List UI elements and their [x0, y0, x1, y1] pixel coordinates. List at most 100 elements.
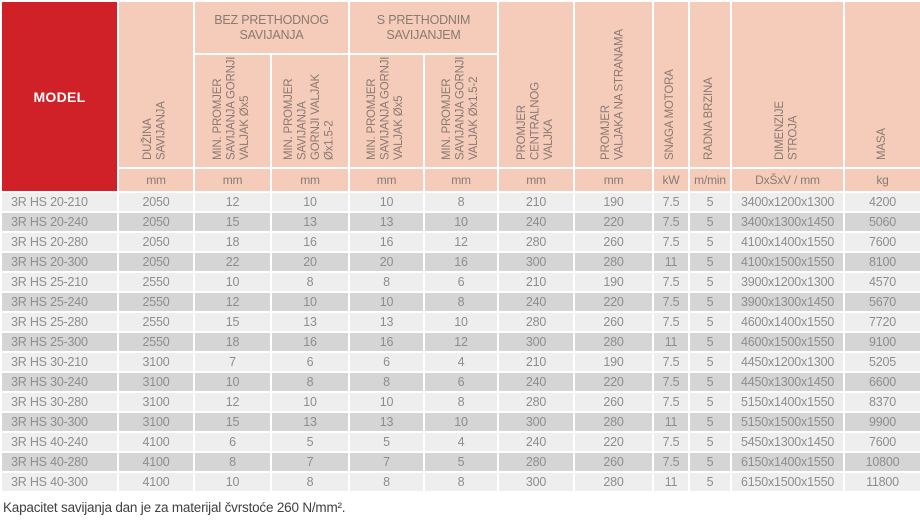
value-cell: 5: [688, 231, 733, 253]
value-cell: 15: [193, 211, 272, 233]
unit-cell: mm: [117, 167, 195, 193]
value-cell: 10: [348, 291, 426, 313]
value-cell: 10800: [843, 451, 920, 473]
value-cell: 6600: [843, 371, 920, 393]
model-cell: 3R HS 30-280: [0, 391, 119, 413]
value-cell: 4100: [117, 431, 195, 453]
table-row: 3R HS 20-210 2050 12 10 10 8 210 190 7.5…: [0, 191, 920, 213]
value-cell: 280: [497, 311, 576, 333]
column-header-masa: MASA: [843, 0, 920, 169]
value-cell: 8: [423, 291, 500, 313]
value-cell: 16: [348, 331, 426, 353]
column-header-label: DUŽINA SAVIJANJA: [142, 101, 168, 160]
value-cell: 12: [423, 331, 500, 353]
value-cell: 10: [423, 411, 500, 433]
value-cell: 10: [348, 391, 426, 413]
value-cell: 7.5: [652, 271, 691, 293]
column-header-label: RADNA BRZINA: [703, 77, 716, 160]
value-cell: 9100: [843, 331, 920, 353]
value-cell: 7.5: [652, 291, 691, 313]
value-cell: 6: [193, 431, 272, 453]
value-cell: 20: [348, 251, 426, 273]
value-cell: 18: [193, 331, 272, 353]
value-cell: 5: [688, 271, 733, 293]
unit-cell: mm: [348, 167, 426, 193]
value-cell: 4100: [117, 451, 195, 473]
value-cell: 3100: [117, 411, 195, 433]
value-cell: 240: [497, 211, 576, 233]
value-cell: 20: [269, 251, 351, 273]
spec-table: MODEL DUŽINA SAVIJANJA BEZ PRETHODNOG SA…: [0, 0, 920, 493]
value-cell: 4: [423, 431, 500, 453]
value-cell: 5: [269, 431, 351, 453]
value-cell: 8: [423, 471, 500, 493]
value-cell: 7600: [843, 431, 920, 453]
table-row: 3R HS 40-280 4100 8 7 7 5 280 260 7.5 5 …: [0, 451, 920, 473]
value-cell: 4450x1300x1450: [730, 371, 846, 393]
value-cell: 4: [423, 351, 500, 373]
value-cell: 15: [193, 311, 272, 333]
value-cell: 7.5: [652, 191, 691, 213]
table-row: 3R HS 30-280 3100 12 10 10 8 280 260 7.5…: [0, 391, 920, 413]
value-cell: 10: [269, 191, 351, 213]
value-cell: 280: [573, 471, 655, 493]
value-cell: 6: [423, 371, 500, 393]
column-header-label: MIN. PROMJER SAVIJANJA GORNJI VALJAK Øx1…: [440, 56, 480, 160]
value-cell: 7: [193, 351, 272, 373]
table-row: 3R HS 40-300 4100 10 8 8 8 300 280 11 5 …: [0, 471, 920, 493]
value-cell: 11: [652, 411, 691, 433]
model-cell: 3R HS 20-210: [0, 191, 119, 213]
value-cell: 8: [269, 471, 351, 493]
value-cell: 12: [193, 191, 272, 213]
value-cell: 4600x1400x1550: [730, 311, 846, 333]
table-row: 3R HS 30-300 3100 15 13 13 10 300 280 11…: [0, 411, 920, 433]
value-cell: 3100: [117, 371, 195, 393]
value-cell: 6: [423, 271, 500, 293]
value-cell: 7: [348, 451, 426, 473]
value-cell: 240: [497, 291, 576, 313]
value-cell: 7.5: [652, 391, 691, 413]
value-cell: 210: [497, 271, 576, 293]
value-cell: 8: [269, 371, 351, 393]
value-cell: 3400x1300x1450: [730, 211, 846, 233]
value-cell: 5: [688, 331, 733, 353]
column-header-label: MIN. PROMJER SAVIJANJA GORNJI VALJAK Øx5: [212, 56, 252, 160]
model-column-header: MODEL: [0, 0, 119, 193]
value-cell: 5: [348, 431, 426, 453]
column-header-promjer-centralnog: PROMJER CENTRALNOG VALJKA: [497, 0, 576, 169]
column-header-snaga-motora: SNAGA MOTORA: [652, 0, 691, 169]
model-cell: 3R HS 40-280: [0, 451, 119, 473]
value-cell: 5: [688, 251, 733, 273]
value-cell: 300: [497, 251, 576, 273]
value-cell: 5: [688, 431, 733, 453]
value-cell: 4450x1200x1300: [730, 351, 846, 373]
value-cell: 2050: [117, 191, 195, 213]
value-cell: 5670: [843, 291, 920, 313]
unit-cell: DxŠxV / mm: [730, 167, 846, 193]
unit-cell: kW: [652, 167, 691, 193]
value-cell: 13: [269, 211, 351, 233]
value-cell: 7.5: [652, 231, 691, 253]
table-body: 3R HS 20-210 2050 12 10 10 8 210 190 7.5…: [0, 191, 920, 493]
value-cell: 5: [688, 211, 733, 233]
value-cell: 220: [573, 211, 655, 233]
table-row: 3R HS 25-240 2550 12 10 10 8 240 220 7.5…: [0, 291, 920, 313]
value-cell: 6: [269, 351, 351, 373]
value-cell: 5: [688, 451, 733, 473]
value-cell: 220: [573, 371, 655, 393]
value-cell: 16: [269, 331, 351, 353]
value-cell: 280: [497, 231, 576, 253]
value-cell: 5: [688, 191, 733, 213]
value-cell: 8: [348, 271, 426, 293]
value-cell: 4100x1500x1550: [730, 251, 846, 273]
value-cell: 5150x1400x1550: [730, 391, 846, 413]
value-cell: 13: [269, 311, 351, 333]
value-cell: 7.5: [652, 371, 691, 393]
model-cell: 3R HS 40-240: [0, 431, 119, 453]
value-cell: 9900: [843, 411, 920, 433]
value-cell: 220: [573, 291, 655, 313]
value-cell: 18: [193, 231, 272, 253]
table-row: 3R HS 40-240 4100 6 5 5 4 240 220 7.5 5 …: [0, 431, 920, 453]
value-cell: 2550: [117, 311, 195, 333]
value-cell: 7.5: [652, 211, 691, 233]
